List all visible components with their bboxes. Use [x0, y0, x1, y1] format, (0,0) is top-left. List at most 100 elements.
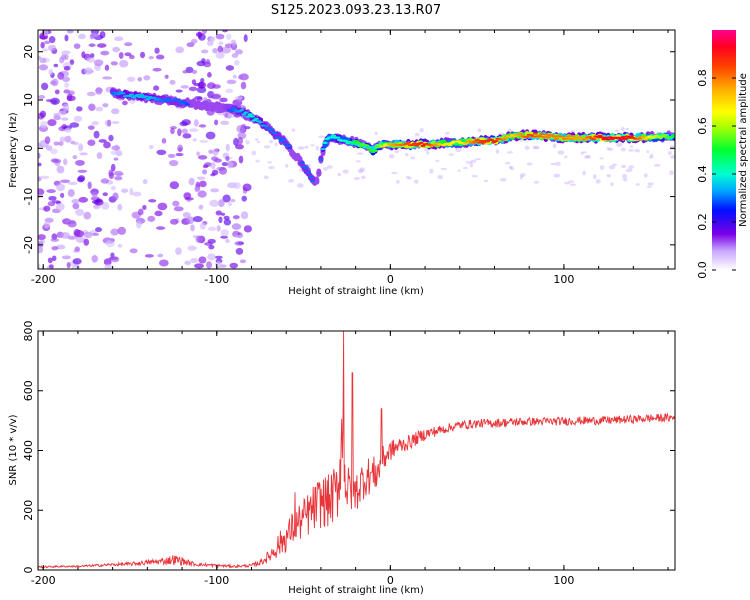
- spectrogram-noise-blob: [310, 144, 315, 147]
- snr-y-axis-title: SNR (10 * v/v): [8, 414, 19, 485]
- spectrogram-noise-blob: [238, 155, 244, 164]
- spectrogram-ridge-cell: [322, 141, 328, 144]
- spectrogram-noise-blob: [426, 151, 430, 155]
- spectrogram-noise-blob: [59, 192, 65, 198]
- spectrogram-noise-blob: [66, 95, 76, 102]
- spectrogram-ridge-cell: [672, 133, 675, 137]
- spectrogram-noise-blob: [102, 76, 113, 80]
- spectrogram-noise-blob: [242, 183, 252, 192]
- spectrogram-ridge-cell: [139, 94, 145, 97]
- spectrogram-noise-blob: [169, 79, 176, 85]
- spectrogram-noise-blob: [196, 151, 201, 156]
- spectrogram-noise-blob: [124, 42, 133, 47]
- spectrogram-ridge-cell: [518, 133, 524, 136]
- spectrogram-ridge-cell: [295, 154, 301, 161]
- spectrogram-noise-blob: [186, 216, 195, 225]
- spectrogram-ridge-cell: [351, 142, 357, 145]
- spectrogram-noise-blob: [72, 202, 80, 210]
- spectrogram-noise-blob: [77, 169, 88, 173]
- spectrogram-noise-blob: [407, 177, 412, 180]
- spectrogram-ridge-cell: [264, 125, 270, 128]
- spectrogram-noise-blob: [142, 204, 147, 210]
- spectrogram-ridge-cell: [622, 137, 628, 140]
- spectrogram-noise-blob: [304, 145, 309, 149]
- spectrogram-noise-blob: [221, 162, 228, 167]
- spectrogram-noise-blob: [143, 75, 151, 81]
- spectrogram-x-tick-label: -100: [204, 273, 229, 286]
- spectrogram-noise-blob: [87, 181, 92, 190]
- spectrogram-ridge-cell: [543, 133, 549, 136]
- snr-y-tick-label: 200: [22, 500, 35, 521]
- spectrogram-noise-blob: [599, 157, 604, 160]
- spectrogram-noise-blob: [169, 181, 180, 190]
- spectrogram-noise-blob: [207, 72, 212, 78]
- spectrogram-ridge-cell: [564, 137, 570, 140]
- spectrogram-noise-blob: [499, 178, 507, 182]
- spectrogram-noise-blob: [207, 253, 216, 261]
- colorbar-tick-label: 0.4: [696, 165, 709, 183]
- spectrogram-ridge-cell: [316, 170, 322, 177]
- spectrogram-noise-blob: [167, 153, 176, 158]
- spectrogram-ridge-cell: [239, 108, 245, 112]
- spectrogram-noise-blob: [148, 144, 154, 150]
- spectrogram-noise-blob: [92, 232, 100, 236]
- spectrogram-noise-blob: [39, 175, 50, 180]
- spectrogram-noise-blob: [50, 158, 59, 163]
- spectrogram-noise-blob: [129, 248, 138, 254]
- spectrogram-noise-blob: [155, 226, 166, 230]
- spectrogram-noise-blob: [116, 172, 124, 176]
- spectrogram-noise-blob: [75, 208, 84, 216]
- spectrogram-noise-blob: [73, 141, 79, 146]
- spectrogram-noise-blob: [634, 149, 640, 153]
- spectrogram-noise-blob: [187, 245, 197, 251]
- spectrogram-noise-blob: [269, 140, 273, 144]
- spectrogram-noise-blob: [200, 49, 209, 54]
- spectrogram-noise-blob: [57, 71, 65, 80]
- spectrogram-noise-blob: [60, 179, 71, 184]
- spectrogram-noise-blob: [445, 131, 450, 135]
- spectrogram-x-tick-label: 0: [387, 273, 394, 286]
- spectrogram-noise-blob: [435, 159, 440, 162]
- spectrogram-x-axis-title: Height of straight line (km): [288, 286, 424, 297]
- spectrogram-noise-blob: [197, 155, 208, 160]
- spectrogram-ridge-cell: [530, 135, 536, 138]
- spectrogram-noise-blob: [182, 70, 189, 74]
- spectrogram-noise-blob: [394, 150, 400, 154]
- spectrogram-noise-blob: [110, 61, 118, 66]
- snr-series-line: [38, 331, 675, 569]
- spectrogram-y-tick-label: -10: [22, 188, 35, 206]
- spectrogram-noise-blob: [625, 128, 630, 131]
- spectrogram-noise-blob: [63, 89, 71, 94]
- spectrogram-noise-blob: [137, 208, 144, 216]
- spectrogram-noise-blob: [48, 69, 54, 76]
- spectrogram-noise-blob: [235, 247, 244, 255]
- spectrogram-noise-blob: [670, 155, 675, 159]
- spectrogram-noise-blob: [64, 34, 69, 42]
- spectrogram-ridge-cell: [137, 95, 143, 98]
- spectrogram-ridge-cell: [576, 136, 582, 139]
- spectrogram-noise-blob: [471, 174, 478, 178]
- spectrogram-noise-blob: [38, 94, 45, 100]
- spectrogram-ridge-cell: [524, 135, 530, 138]
- spectrogram-noise-blob: [239, 259, 247, 264]
- spectrogram-noise-blob: [93, 130, 100, 139]
- snr-x-tick-label: -200: [31, 574, 56, 587]
- spectrogram-ridge-cell: [245, 115, 251, 118]
- spectrogram-ridge-cell: [474, 138, 480, 141]
- spectrogram-ridge-cell: [232, 108, 239, 112]
- spectrogram-noise-blob: [268, 165, 275, 170]
- spectrogram-noise-blob: [87, 125, 95, 130]
- spectrogram-noise-blob: [635, 183, 640, 186]
- spectrogram-ridge-cell: [110, 91, 116, 94]
- spectrogram-noise-blob: [288, 178, 294, 183]
- spectrogram-noise-blob: [56, 165, 65, 174]
- spectrogram-noise-blob: [235, 144, 244, 150]
- spectrogram-noise-blob: [628, 165, 634, 170]
- spectrogram-noise-blob: [169, 218, 179, 225]
- spectrogram-noise-blob: [48, 195, 57, 201]
- spectrogram-noise-blob: [267, 161, 272, 164]
- spectrogram-ridge-cell: [318, 158, 324, 161]
- spectrogram-noise-blob: [126, 76, 136, 82]
- spectrogram-noise-blob: [157, 253, 164, 258]
- spectrogram-noise-blob: [647, 182, 654, 186]
